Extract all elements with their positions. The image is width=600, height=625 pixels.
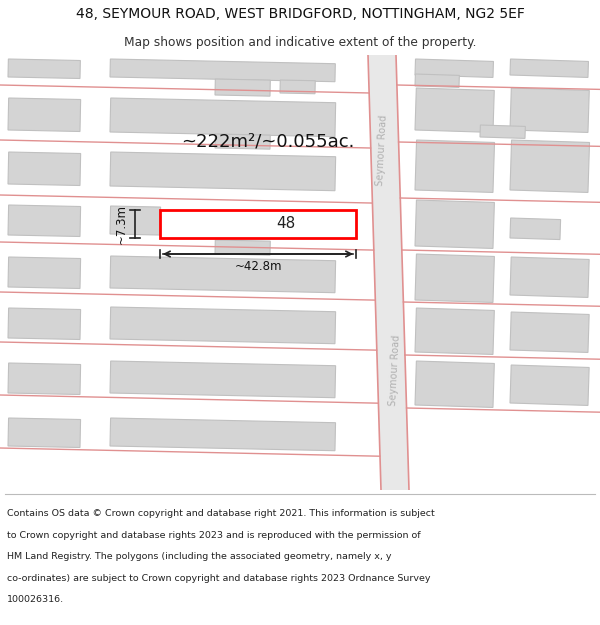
Bar [110, 256, 335, 293]
Bar [215, 79, 271, 96]
Bar [510, 365, 589, 406]
Bar [415, 88, 494, 132]
Bar [8, 308, 80, 339]
Bar [415, 200, 494, 249]
Text: ~222m²/~0.055ac.: ~222m²/~0.055ac. [181, 133, 355, 151]
Bar [110, 59, 335, 82]
Bar [110, 418, 335, 451]
Bar [415, 59, 493, 78]
Bar [510, 312, 589, 352]
Bar [415, 361, 494, 408]
Bar [8, 418, 80, 447]
Bar [160, 210, 356, 238]
Polygon shape [368, 55, 409, 490]
Text: ~7.3m: ~7.3m [115, 204, 128, 244]
Bar [510, 88, 589, 132]
Text: 48, SEYMOUR ROAD, WEST BRIDGFORD, NOTTINGHAM, NG2 5EF: 48, SEYMOUR ROAD, WEST BRIDGFORD, NOTTIN… [76, 8, 524, 21]
Text: Contains OS data © Crown copyright and database right 2021. This information is : Contains OS data © Crown copyright and d… [7, 509, 435, 518]
Bar [110, 152, 335, 191]
Bar [415, 140, 494, 192]
Text: Map shows position and indicative extent of the property.: Map shows position and indicative extent… [124, 36, 476, 49]
Bar [415, 308, 494, 354]
Bar [215, 134, 270, 149]
Bar [510, 218, 560, 239]
Bar [8, 205, 80, 236]
Bar [8, 363, 80, 394]
Bar [415, 74, 460, 88]
Bar [415, 254, 494, 302]
Bar [480, 125, 526, 138]
Bar [110, 206, 161, 235]
Text: 48: 48 [276, 216, 295, 231]
Text: HM Land Registry. The polygons (including the associated geometry, namely x, y: HM Land Registry. The polygons (includin… [7, 552, 392, 561]
Bar [215, 240, 270, 255]
Bar [110, 98, 335, 137]
Text: 100026316.: 100026316. [7, 595, 64, 604]
Text: to Crown copyright and database rights 2023 and is reproduced with the permissio: to Crown copyright and database rights 2… [7, 531, 421, 539]
Bar [8, 59, 80, 79]
Bar [8, 98, 80, 131]
Bar [510, 140, 590, 192]
Text: co-ordinates) are subject to Crown copyright and database rights 2023 Ordnance S: co-ordinates) are subject to Crown copyr… [7, 574, 431, 582]
Bar [110, 307, 335, 344]
Bar [280, 80, 315, 94]
Text: ~42.8m: ~42.8m [234, 261, 282, 274]
Text: Seymour Road: Seymour Road [375, 114, 389, 186]
Bar [8, 257, 80, 289]
Bar [510, 59, 589, 78]
Bar [8, 152, 80, 186]
Bar [110, 361, 335, 398]
Text: Seymour Road: Seymour Road [388, 334, 402, 406]
Bar [510, 257, 589, 298]
